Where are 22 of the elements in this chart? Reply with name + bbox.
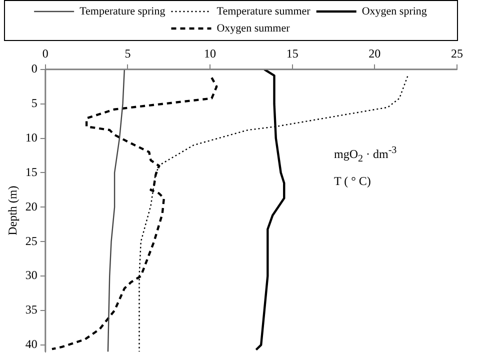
x-tick-label: 25 (451, 46, 463, 60)
y-tick-label: 10 (25, 130, 38, 144)
y-tick-label: 0 (31, 62, 38, 76)
y-tick-label: 35 (25, 302, 38, 317)
legend-label: Oxygen spring (362, 5, 428, 18)
y-tick-label: 30 (25, 268, 38, 282)
y-tick-label: 5 (31, 96, 38, 110)
legend-label: Temperature spring (80, 5, 166, 18)
legend-label: Oxygen summer (216, 22, 290, 34)
x-tick-label: 0 (42, 46, 48, 60)
y-tick-label: 40 (25, 337, 38, 352)
annotation: mgO$_{2}$ · dm$^{-3}$ (334, 144, 397, 166)
y-axis-title: Depth (m) (5, 186, 20, 236)
x-tick-label: 10 (204, 46, 216, 60)
x-tick-label: 15 (286, 46, 298, 60)
x-tick-label: 20 (368, 46, 381, 60)
y-tick-label: 25 (25, 234, 38, 248)
y-tick-label: 15 (25, 164, 38, 179)
x-tick-label: 5 (124, 46, 131, 60)
legend-label: Temperature summer (216, 5, 311, 18)
y-tick-label: 20 (25, 199, 38, 214)
annotation: T ( ° C) (334, 173, 372, 190)
